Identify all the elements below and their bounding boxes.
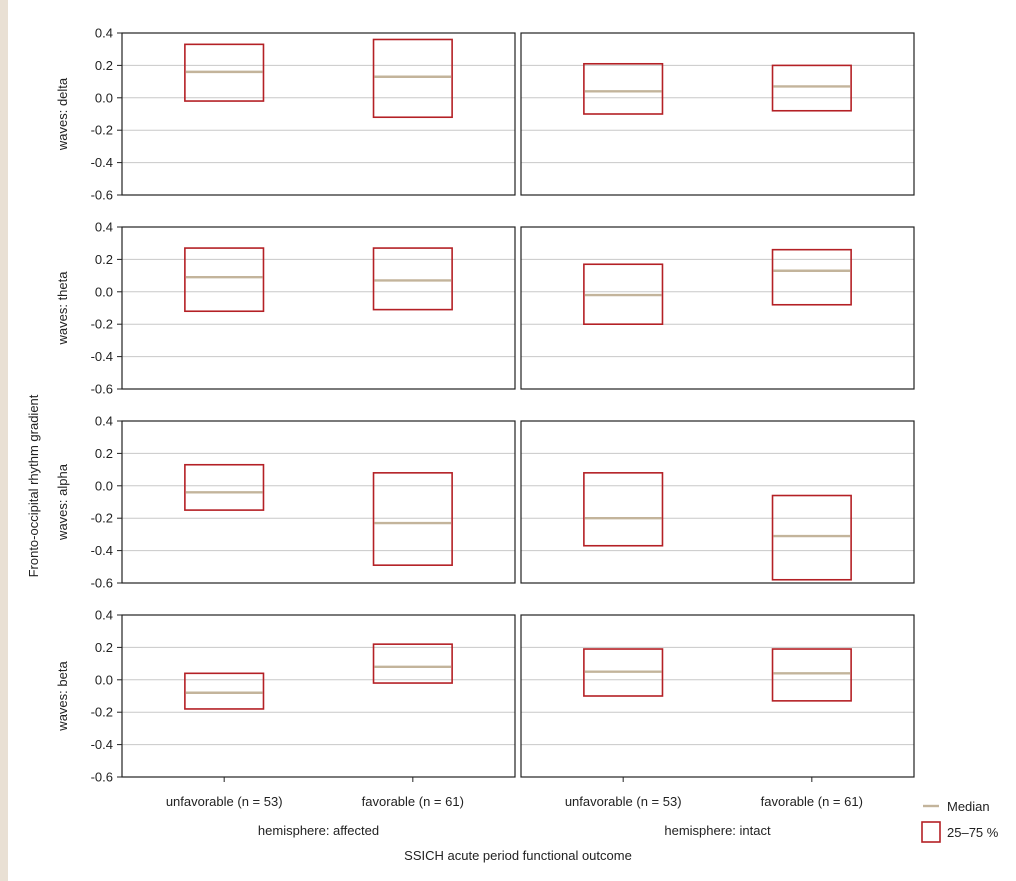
figure-panel: waves: delta 0.4 0.2 0.0 -0.2 -0.4 -0.6 waves: … [8, 0, 1016, 881]
box-iqr [184, 463, 265, 511]
panel-frame [520, 614, 915, 778]
box-iqr [583, 472, 664, 547]
x-category-label: favorable (n = 61) [362, 794, 464, 809]
column-label: hemisphere: intact [664, 823, 771, 838]
panel-frame [121, 226, 516, 390]
panel-frame [121, 614, 516, 778]
legend-box-swatch [921, 821, 941, 843]
row-label-1: waves: theta [55, 271, 70, 346]
box-iqr [771, 248, 852, 306]
y-tick-label: -0.2 [91, 317, 113, 332]
x-category-label: favorable (n = 61) [761, 794, 863, 809]
y-tick-label: -0.4 [91, 155, 113, 170]
box-iqr [771, 494, 852, 581]
box-iqr [583, 648, 664, 697]
y-tick-label: 0.4 [95, 220, 113, 235]
y-tick-label: 0.2 [95, 446, 113, 461]
y-tick-label: -0.4 [91, 349, 113, 364]
box-iqr [372, 247, 453, 311]
box-iqr [184, 43, 265, 102]
legend-box-label: 25–75 % [947, 825, 999, 840]
y-tick-label: 0.4 [95, 26, 113, 41]
y-tick-label: 0.4 [95, 414, 113, 429]
y-tick-label: 0.4 [95, 608, 113, 623]
x-category-label: unfavorable (n = 53) [166, 794, 283, 809]
box-iqr [583, 263, 664, 326]
y-axis-title: Fronto-occipital rhythm gradient [26, 394, 41, 577]
box-iqr [184, 672, 265, 710]
y-tick-label: -0.6 [91, 576, 113, 591]
y-tick-label: 0.2 [95, 640, 113, 655]
box-iqr [372, 643, 453, 684]
panel-frame [520, 32, 915, 196]
y-tick-label: 0.2 [95, 252, 113, 267]
y-tick-label: -0.2 [91, 705, 113, 720]
y-tick-label: 0.2 [95, 58, 113, 73]
y-tick-label: 0.0 [95, 672, 113, 687]
y-tick-label: 0.0 [95, 284, 113, 299]
panel-frame [520, 420, 915, 584]
y-tick-label: -0.4 [91, 543, 113, 558]
row-label-0: waves: delta [55, 77, 70, 151]
box-iqr [771, 64, 852, 112]
boxplot-chart: waves: delta 0.4 0.2 0.0 -0.2 -0.4 -0.6 waves: … [26, 26, 999, 864]
x-axis-title: SSICH acute period functional outcome [404, 848, 632, 863]
box-iqr [583, 62, 664, 115]
column-label: hemisphere: affected [258, 823, 379, 838]
x-category-label: unfavorable (n = 53) [565, 794, 682, 809]
row-label-3: waves: beta [55, 661, 70, 732]
y-tick-label: 0.0 [95, 90, 113, 105]
box-iqr [771, 648, 852, 702]
y-tick-label: -0.6 [91, 188, 113, 203]
box-iqr [372, 472, 453, 566]
y-tick-label: 0.0 [95, 478, 113, 493]
y-tick-label: -0.6 [91, 382, 113, 397]
legend-median-label: Median [947, 799, 990, 814]
panel-frame [520, 226, 915, 390]
box-iqr [184, 247, 265, 313]
box-iqr [372, 38, 453, 119]
panel-frame [121, 420, 516, 584]
y-tick-label: -0.2 [91, 123, 113, 138]
y-tick-label: -0.6 [91, 770, 113, 785]
panel-frame [121, 32, 516, 196]
y-tick-label: -0.4 [91, 737, 113, 752]
row-label-2: waves: alpha [55, 463, 70, 541]
y-tick-label: -0.2 [91, 511, 113, 526]
